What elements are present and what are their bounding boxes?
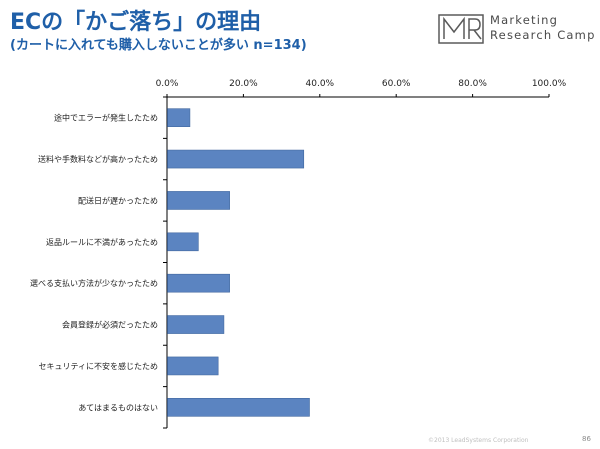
bar: [167, 108, 191, 127]
category-label: 途中でエラーが発生したため: [54, 113, 158, 123]
footer-copyright: ©2013 LeadSystems Corporation: [428, 437, 529, 444]
bar: [167, 273, 230, 293]
x-tick-label: 20.0%: [229, 79, 258, 89]
page-subtitle: (カートに入れても購入しないことが多い n=134): [10, 38, 307, 53]
bar: [167, 191, 230, 210]
bar: [167, 149, 305, 169]
x-tick-label: 40.0%: [306, 79, 335, 89]
category-label: あてはまるものはない: [78, 403, 158, 412]
x-tick-label: 0.0%: [156, 79, 179, 89]
page-number: 86: [582, 435, 591, 443]
category-label: セキュリティに不安を感じたため: [38, 361, 158, 371]
logo-wordmark: Marketing Research Camp: [490, 13, 596, 43]
category-label: 返品ルールに不満があったため: [46, 237, 158, 247]
x-tick-label: 100.0%: [532, 79, 567, 89]
category-label: 送料や手数料などが高かったため: [38, 154, 158, 164]
logo-line-1: Marketing: [490, 13, 559, 27]
mr-monogram-logo-icon: [438, 14, 484, 44]
logo-line-2: Research Camp: [490, 28, 596, 42]
brand-logo: Marketing Research Camp: [438, 12, 594, 46]
x-tick-label: 60.0%: [382, 79, 411, 89]
category-label: 会員登録が必須だったため: [62, 320, 158, 330]
category-label: 配送日が遅かったため: [78, 195, 158, 205]
category-label: 選べる支払い方法が少なかったため: [30, 278, 158, 288]
bar: [167, 356, 219, 376]
page-title: ECの「かご落ち」の理由: [10, 10, 262, 35]
bar: [167, 398, 310, 417]
bar: [167, 232, 199, 252]
x-tick-label: 80.0%: [458, 79, 487, 89]
bar: [167, 315, 225, 334]
